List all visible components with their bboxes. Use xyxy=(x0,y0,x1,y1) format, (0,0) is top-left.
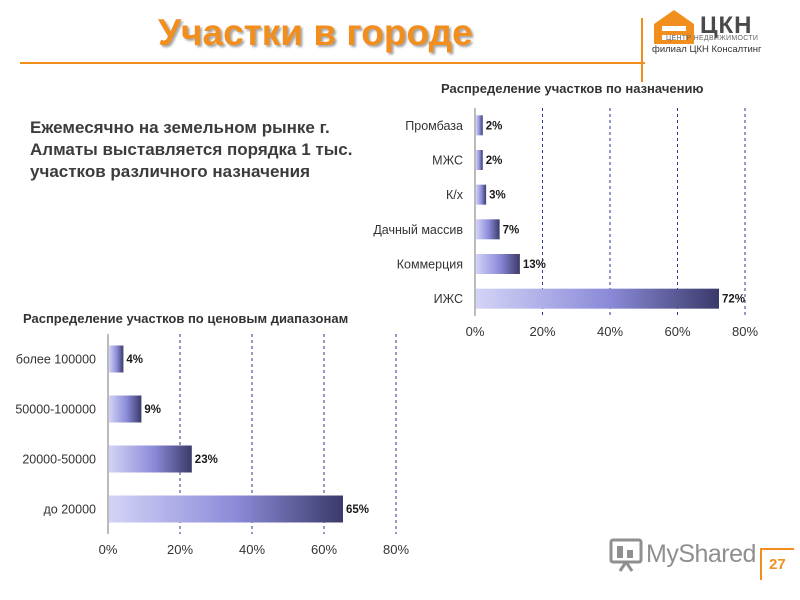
category-label: МЖС xyxy=(432,154,463,168)
page-number-frame xyxy=(760,548,794,580)
x-tick-label: 0% xyxy=(466,324,485,339)
bar xyxy=(476,150,483,170)
x-tick-label: 40% xyxy=(239,542,265,557)
bar xyxy=(476,184,487,205)
category-label: Дачный массив xyxy=(373,223,463,237)
category-label: 50000-100000 xyxy=(15,403,96,417)
category-label: более 100000 xyxy=(16,353,96,367)
title-underline xyxy=(20,62,645,64)
category-label: ИЖС xyxy=(434,292,463,306)
data-label: 72% xyxy=(722,294,745,306)
presentation-board-icon xyxy=(609,538,643,572)
category-label: до 20000 xyxy=(44,503,97,517)
category-label: Промбаза xyxy=(405,119,463,133)
watermark-text: MyShared xyxy=(646,540,756,568)
bar xyxy=(476,115,483,136)
intro-text: Ежемесячно на земельном рынке г. Алматы … xyxy=(30,118,353,181)
x-tick-label: 20% xyxy=(529,324,555,339)
x-tick-label: 0% xyxy=(99,542,118,557)
bar xyxy=(476,254,520,274)
x-tick-label: 60% xyxy=(664,324,690,339)
chart-price: 0% 20% 40% 60% 80% более 100000 4% 50000-100000… xyxy=(15,334,409,557)
bar xyxy=(476,288,719,309)
chart-purpose-title: Распределение участков по назначению xyxy=(441,81,704,96)
bar xyxy=(109,395,142,423)
data-label: 23% xyxy=(195,454,218,466)
data-label: 7% xyxy=(503,224,520,236)
brand-name: ЦКН xyxy=(700,12,753,39)
slide-title: Участки в городе xyxy=(158,12,473,53)
bar xyxy=(476,219,500,240)
x-tick-label: 80% xyxy=(732,324,758,339)
logo-divider xyxy=(641,18,643,82)
x-tick-label: 80% xyxy=(383,542,409,557)
brand-subtitle: ЦЕНТР НЕДВИЖИМОСТИ xyxy=(666,35,759,42)
category-label: 20000-50000 xyxy=(22,453,96,467)
chart-price-title: Распределение участков по ценовым диапаз… xyxy=(23,311,349,326)
data-label: 2% xyxy=(486,120,503,132)
house-logo-icon xyxy=(654,10,694,44)
data-label: 9% xyxy=(144,404,161,416)
x-tick-label: 40% xyxy=(597,324,623,339)
chart-purpose: 0% 20% 40% 60% 80% Промбаза 2% МЖС 2% К/х 3% Дачный… xyxy=(373,108,758,339)
x-tick-label: 20% xyxy=(167,542,193,557)
category-label: К/х xyxy=(446,188,464,202)
bar xyxy=(109,345,124,373)
x-tick-label: 60% xyxy=(311,542,337,557)
data-label: 65% xyxy=(346,504,369,516)
bar xyxy=(109,445,192,473)
data-label: 3% xyxy=(489,190,506,202)
category-label: Коммерция xyxy=(397,258,463,272)
data-label: 13% xyxy=(523,259,546,271)
page-number: 27 xyxy=(769,556,786,573)
data-label: 2% xyxy=(486,155,503,167)
data-label: 4% xyxy=(126,354,143,366)
bar xyxy=(109,495,343,523)
brand-branch: филиал ЦКН Консалтинг xyxy=(652,44,762,55)
